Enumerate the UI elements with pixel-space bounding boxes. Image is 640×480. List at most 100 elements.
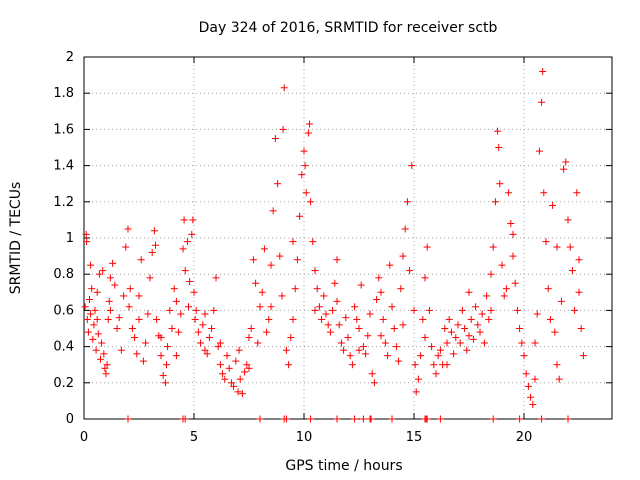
data-point xyxy=(245,334,253,342)
data-point xyxy=(465,332,473,340)
data-point xyxy=(353,315,361,323)
data-point xyxy=(90,321,98,329)
data-point xyxy=(241,368,249,376)
data-point xyxy=(172,297,180,305)
data-point xyxy=(300,147,308,155)
data-point xyxy=(505,189,513,197)
x-tick-label: 0 xyxy=(80,430,88,445)
data-point xyxy=(373,296,381,304)
data-point xyxy=(301,162,309,170)
data-point xyxy=(313,285,321,293)
data-point xyxy=(544,285,552,293)
y-tick-label: 1.6 xyxy=(53,122,74,137)
data-point xyxy=(307,415,315,423)
y-tick-label: 0.2 xyxy=(53,376,74,391)
data-point xyxy=(135,292,143,300)
data-point xyxy=(243,361,251,369)
data-point xyxy=(411,361,419,369)
data-point xyxy=(267,303,275,311)
data-point xyxy=(498,261,506,269)
data-point xyxy=(274,180,282,188)
data-point xyxy=(560,165,568,173)
data-point xyxy=(511,279,519,287)
data-point xyxy=(555,375,563,383)
data-point xyxy=(337,339,345,347)
data-point xyxy=(203,350,211,358)
data-point xyxy=(370,379,378,387)
data-point xyxy=(577,325,585,332)
data-point xyxy=(109,259,117,267)
data-point xyxy=(282,346,290,354)
data-point xyxy=(417,352,425,360)
data-point xyxy=(111,281,119,289)
data-point xyxy=(163,361,170,369)
data-point xyxy=(236,375,244,383)
y-tick-label: 1.8 xyxy=(53,86,74,101)
data-point xyxy=(367,415,375,423)
data-point xyxy=(271,134,279,142)
data-point xyxy=(280,84,288,92)
data-point xyxy=(83,238,91,246)
x-tick-label: 5 xyxy=(190,430,198,445)
data-point xyxy=(148,248,156,256)
data-point xyxy=(326,328,334,336)
data-point xyxy=(103,361,111,369)
data-point xyxy=(443,361,451,369)
y-tick-label: 0.6 xyxy=(53,303,74,318)
data-point xyxy=(395,357,403,365)
data-point xyxy=(500,292,508,300)
data-point xyxy=(267,261,275,269)
data-point xyxy=(359,343,367,351)
chart-title: Day 324 of 2016, SRMTID for receiver sct… xyxy=(199,20,498,36)
data-point xyxy=(403,198,411,206)
data-point xyxy=(293,256,301,264)
data-point xyxy=(287,334,295,342)
data-point xyxy=(190,288,198,296)
data-point xyxy=(128,325,136,332)
data-point xyxy=(219,370,227,378)
y-tick-label: 2 xyxy=(66,50,74,65)
data-point xyxy=(311,306,319,314)
data-point xyxy=(320,292,328,300)
data-point xyxy=(302,189,310,197)
data-point xyxy=(423,415,431,423)
data-point xyxy=(546,315,554,323)
data-point xyxy=(364,332,372,340)
data-point xyxy=(524,382,532,390)
data-point xyxy=(562,158,570,166)
data-point xyxy=(216,339,224,347)
data-point xyxy=(531,339,539,347)
y-axis-label: SRMTID / TECUs xyxy=(8,182,24,295)
data-point xyxy=(450,350,458,358)
data-point xyxy=(106,274,114,282)
data-point xyxy=(315,303,323,311)
data-point xyxy=(366,310,374,318)
data-point xyxy=(84,328,92,336)
data-point xyxy=(322,310,330,318)
data-point xyxy=(575,256,583,264)
data-point xyxy=(564,415,572,423)
data-point xyxy=(102,370,110,378)
data-point xyxy=(351,303,359,311)
data-point xyxy=(285,361,293,369)
data-point xyxy=(469,335,477,343)
x-tick-label: 10 xyxy=(296,430,313,445)
data-point xyxy=(445,315,453,323)
data-point xyxy=(120,292,128,300)
data-point xyxy=(375,274,383,282)
data-points xyxy=(81,67,587,423)
data-point xyxy=(355,346,363,354)
data-point xyxy=(579,352,587,360)
data-point xyxy=(362,350,370,358)
data-point xyxy=(529,401,537,409)
data-point xyxy=(131,334,139,342)
data-point xyxy=(425,306,433,314)
data-point xyxy=(495,144,503,151)
data-point xyxy=(487,306,495,314)
data-point xyxy=(106,306,114,314)
data-point xyxy=(507,220,515,228)
tick-labels: 00.20.40.60.811.21.41.61.820 5 10 15 20 xyxy=(53,50,532,445)
data-point xyxy=(117,346,125,354)
data-point xyxy=(516,415,524,423)
data-point xyxy=(126,285,134,293)
